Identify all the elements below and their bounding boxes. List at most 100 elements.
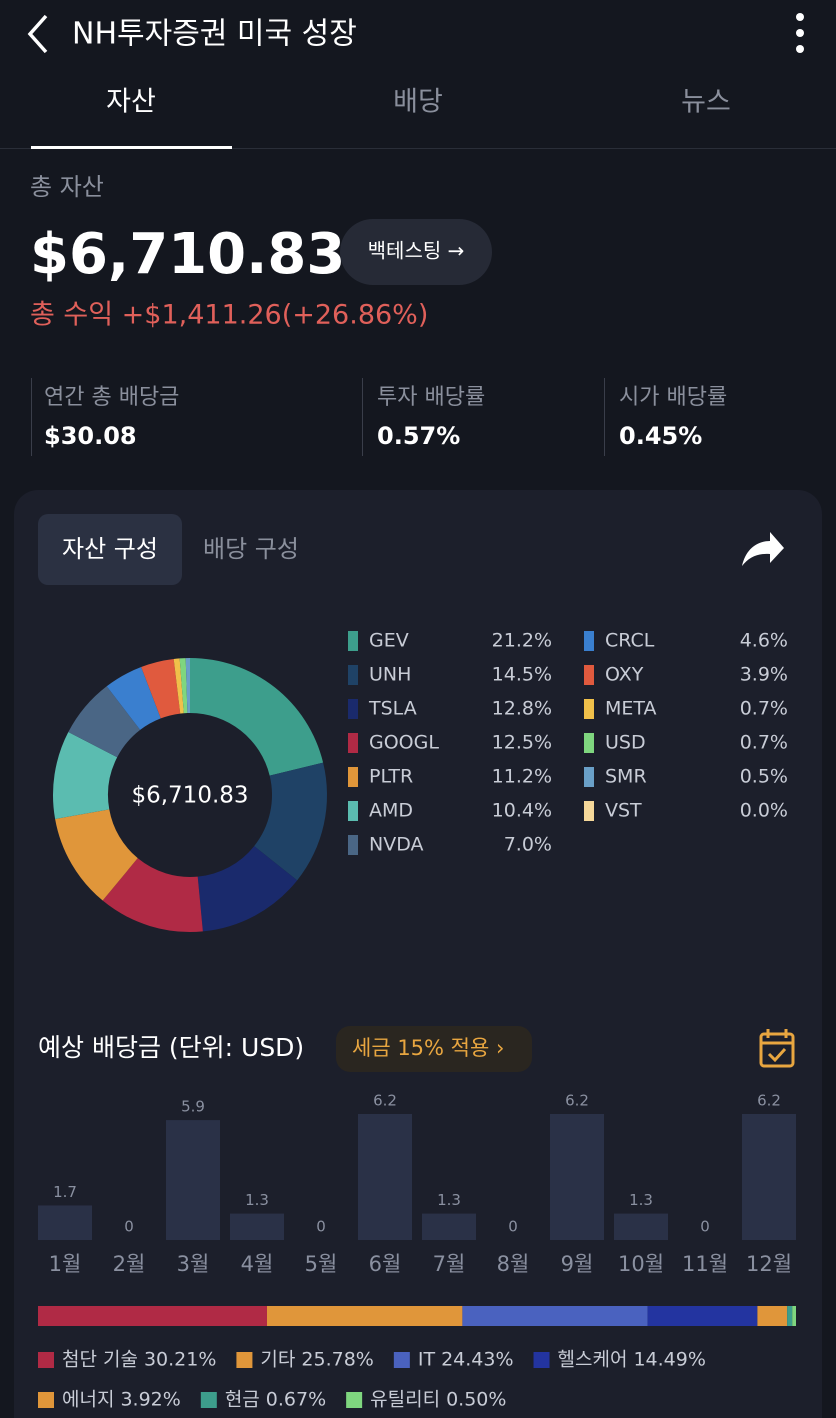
card-tab[interactable]: 자산 구성 <box>62 535 158 563</box>
x-tick-label: 5월 <box>305 1252 338 1276</box>
legend-swatch <box>236 1352 253 1368</box>
separator <box>604 378 605 456</box>
legend-swatch <box>533 1352 550 1368</box>
bar <box>166 1120 220 1240</box>
legend-value: 4.6% <box>740 630 788 652</box>
legend-label: USD <box>605 732 646 754</box>
bar <box>614 1213 668 1240</box>
stat-label: 시가 배당률 <box>619 385 727 410</box>
legend-value: 12.8% <box>492 698 552 720</box>
legend-label: AMD <box>369 800 413 822</box>
stat-label: 투자 배당률 <box>377 385 485 410</box>
bar <box>230 1213 284 1240</box>
legend-swatch <box>348 665 358 685</box>
stack-segment <box>792 1306 796 1326</box>
legend-label: 첨단 기술 <box>62 1349 138 1371</box>
legend-swatch <box>393 1352 410 1368</box>
legend-value: 3.92% <box>120 1389 180 1411</box>
legend-swatch <box>38 1392 54 1408</box>
x-tick-label: 2월 <box>113 1252 146 1276</box>
stack-segment <box>647 1306 758 1326</box>
bar <box>550 1114 604 1240</box>
stat-label: 연간 총 배당금 <box>44 385 179 410</box>
more-button[interactable] <box>796 13 804 53</box>
back-button[interactable] <box>27 14 48 54</box>
stat-value: $30.08 <box>44 422 137 450</box>
stats <box>31 378 605 456</box>
bar-label: 1.3 <box>245 1191 269 1209</box>
legend-label: VST <box>605 800 642 822</box>
x-tick-label: 12월 <box>746 1252 792 1276</box>
stack-segment <box>462 1306 648 1326</box>
legend-label: SMR <box>605 766 647 788</box>
donut-slice <box>197 846 298 932</box>
legend-label: IT <box>418 1349 436 1371</box>
legend-swatch <box>584 699 594 719</box>
tab[interactable]: 배당 <box>393 87 443 118</box>
card-tab-active[interactable] <box>38 514 182 585</box>
legend-value: 30.21% <box>144 1349 216 1371</box>
legend-value: 21.2% <box>492 630 552 652</box>
tab[interactable]: 뉴스 <box>681 87 731 118</box>
donut-center: $6,710.83 <box>131 783 248 809</box>
legend-label: 유틸리티 <box>370 1389 440 1411</box>
donut-slice <box>185 658 190 714</box>
legend-swatch <box>584 801 594 821</box>
bar-label: 1.3 <box>437 1191 461 1209</box>
x-tick-label: 9월 <box>561 1252 594 1276</box>
card <box>14 490 822 1418</box>
legend-swatch <box>584 733 594 753</box>
x-tick-label: 10월 <box>618 1252 664 1276</box>
card-tab[interactable]: 배당 구성 <box>203 535 299 563</box>
legend-value: 0.50% <box>446 1389 506 1411</box>
legend-swatch <box>348 733 358 753</box>
stat-value: 0.57% <box>377 422 460 450</box>
tax-badge[interactable] <box>336 1026 532 1072</box>
total-value: $6,710.83 <box>30 222 345 287</box>
bar-label: 1.7 <box>53 1183 77 1201</box>
separator <box>31 378 32 456</box>
share-button[interactable] <box>742 532 784 566</box>
legend-label: 기타 <box>260 1349 295 1371</box>
x-tick-label: 4월 <box>241 1252 274 1276</box>
donut-slice <box>52 732 118 819</box>
legend-swatch <box>346 1392 363 1408</box>
legend-value: 14.49% <box>633 1349 705 1371</box>
legend-swatch <box>584 665 594 685</box>
backtest-label: 백테스팅 → <box>368 239 465 263</box>
legend-label: TSLA <box>368 698 417 720</box>
legend-label: OXY <box>605 664 644 686</box>
backtest-button[interactable] <box>340 219 492 285</box>
legend-value: 0.7% <box>740 698 788 720</box>
donut-slice <box>190 658 324 776</box>
bar-label: 0 <box>124 1218 134 1236</box>
tab[interactable]: 자산 <box>106 87 156 118</box>
legend-label: CRCL <box>605 630 655 652</box>
legend-swatch <box>348 699 358 719</box>
x-tick-label: 3월 <box>177 1252 210 1276</box>
legend-swatch <box>584 631 594 651</box>
bar <box>742 1114 796 1240</box>
legend-label: 헬스케어 <box>558 1349 628 1371</box>
legend-label: NVDA <box>369 834 424 856</box>
donut-slice <box>55 809 138 901</box>
legend-value: 11.2% <box>492 766 552 788</box>
legend-value: 0.7% <box>740 732 788 754</box>
bar-label: 6.2 <box>373 1092 397 1110</box>
stack-segment <box>757 1306 788 1326</box>
legend-swatch <box>584 767 594 787</box>
legend-swatch <box>348 835 358 855</box>
calendar-button[interactable] <box>759 1029 795 1068</box>
legend-swatch <box>200 1392 217 1408</box>
bar-label: 0 <box>700 1218 710 1236</box>
bar-label: 0 <box>316 1218 326 1236</box>
legend-value: 24.43% <box>441 1349 513 1371</box>
bar-label: 1.3 <box>629 1191 653 1209</box>
x-tick-label: 11월 <box>682 1252 728 1276</box>
bar-label: 5.9 <box>181 1098 205 1116</box>
x-tick-label: 8월 <box>497 1252 530 1276</box>
legend-value: 25.78% <box>301 1349 373 1371</box>
legend-value: 12.5% <box>492 732 552 754</box>
profit: 총 수익 +$1,411.26(+26.86%) <box>30 300 428 331</box>
